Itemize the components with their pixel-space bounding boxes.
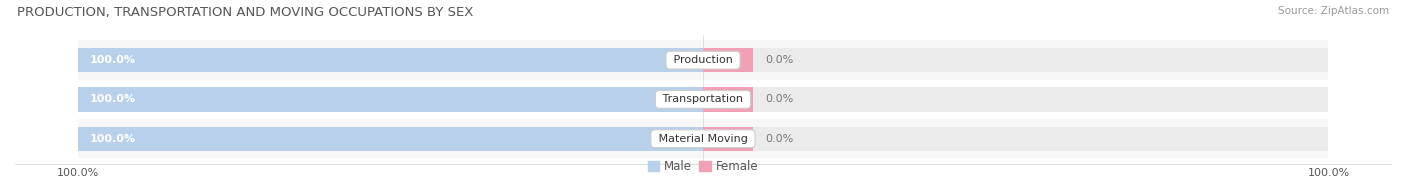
Text: PRODUCTION, TRANSPORTATION AND MOVING OCCUPATIONS BY SEX: PRODUCTION, TRANSPORTATION AND MOVING OC… xyxy=(17,6,474,19)
Bar xyxy=(77,127,703,151)
Legend: Male, Female: Male, Female xyxy=(643,155,763,178)
Bar xyxy=(77,87,1329,112)
Bar xyxy=(703,87,754,112)
Bar xyxy=(77,127,1329,151)
Bar xyxy=(77,41,1329,80)
Text: 100.0%: 100.0% xyxy=(90,134,136,144)
Text: 0.0%: 0.0% xyxy=(765,134,794,144)
Text: Source: ZipAtlas.com: Source: ZipAtlas.com xyxy=(1278,6,1389,16)
Text: 0.0%: 0.0% xyxy=(765,55,794,65)
Text: Transportation: Transportation xyxy=(659,94,747,104)
Bar xyxy=(77,48,703,72)
Bar xyxy=(77,119,1329,158)
Text: 100.0%: 100.0% xyxy=(90,94,136,104)
Bar xyxy=(703,48,754,72)
Bar xyxy=(77,87,703,112)
Bar xyxy=(703,127,754,151)
Text: Production: Production xyxy=(669,55,737,65)
Bar xyxy=(77,48,1329,72)
Text: 0.0%: 0.0% xyxy=(765,94,794,104)
Bar xyxy=(77,80,1329,119)
Text: 100.0%: 100.0% xyxy=(90,55,136,65)
Text: Material Moving: Material Moving xyxy=(655,134,751,144)
